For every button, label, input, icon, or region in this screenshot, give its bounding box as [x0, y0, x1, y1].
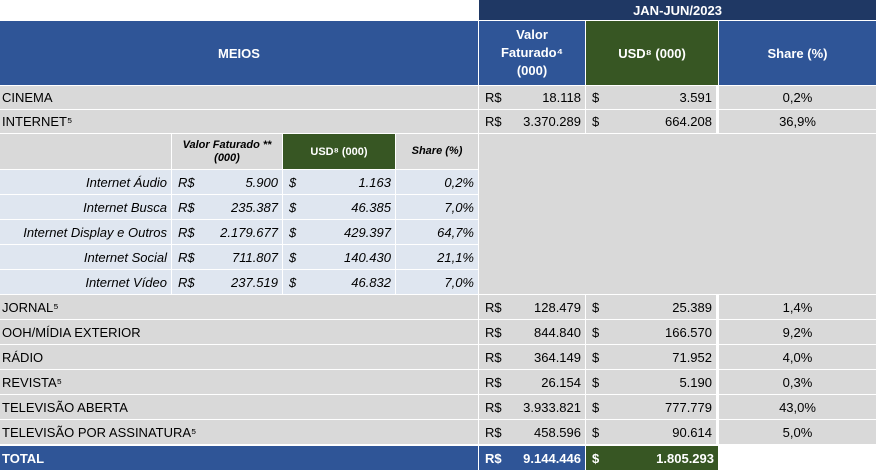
usd-value: 3.591 [616, 86, 716, 109]
brl-symbol: R$ [479, 345, 519, 369]
sub-valor-faturado: 237.519 [202, 270, 282, 294]
sub-header-blank [0, 134, 171, 169]
sub-valor-faturado: 711.807 [202, 245, 282, 269]
brl-symbol: R$ [479, 110, 519, 133]
usd-symbol: $ [586, 110, 616, 133]
usd-symbol: $ [586, 395, 616, 419]
usd-value: 90.614 [616, 420, 716, 444]
valor-header-line3: (000) [516, 63, 548, 78]
sub-valor-faturado: 5.900 [202, 170, 282, 194]
internet-sub-name: Internet Social [0, 245, 171, 269]
usd-symbol: $ [586, 420, 616, 444]
usd-value: 5.190 [616, 370, 716, 394]
sub-brl-symbol: R$ [172, 170, 202, 194]
brl-symbol: R$ [479, 370, 519, 394]
valor-faturado: 26.154 [519, 370, 585, 394]
media-name: OOH/MÍDIA EXTERIOR [0, 320, 478, 344]
brl-symbol: R$ [479, 86, 519, 109]
internet-sub-name: Internet Vídeo [0, 270, 171, 294]
sub-usd-symbol: $ [283, 270, 313, 294]
usd-symbol: $ [586, 320, 616, 344]
period-header: JAN-JUN/2023 [479, 0, 876, 20]
valor-faturado: 128.479 [519, 295, 585, 319]
usd-symbol: $ [586, 295, 616, 319]
media-name: JORNAL⁵ [0, 295, 478, 319]
usd-value: 166.570 [616, 320, 716, 344]
valor-faturado: 364.149 [519, 345, 585, 369]
sub-usd-symbol: $ [283, 170, 313, 194]
sub-brl-symbol: R$ [172, 220, 202, 244]
meios-header: MEIOS [0, 21, 478, 85]
share-value: 1,4% [719, 295, 876, 319]
valor-faturado-header: Valor Faturado⁴ (000) [479, 21, 585, 85]
brl-symbol: R$ [479, 295, 519, 319]
valor-header-line1: Valor [516, 27, 548, 42]
sub-usd-symbol: $ [283, 245, 313, 269]
brl-symbol: R$ [479, 420, 519, 444]
share-value: 43,0% [719, 395, 876, 419]
media-name: TELEVISÃO ABERTA [0, 395, 478, 419]
sub-share-value: 21,1% [396, 245, 478, 269]
sub-share-value: 7,0% [396, 270, 478, 294]
usd-symbol: $ [586, 370, 616, 394]
usd-value: 71.952 [616, 345, 716, 369]
sub-brl-symbol: R$ [172, 245, 202, 269]
valor-faturado: 18.118 [519, 86, 585, 109]
total-share-blank [719, 446, 876, 470]
internet-sub-name: Internet Áudio [0, 170, 171, 194]
media-name: RÁDIO [0, 345, 478, 369]
total-usd-value: 1.805.293 [616, 446, 718, 470]
sub-share-header: Share (%) [396, 134, 478, 169]
sub-share-value: 0,2% [396, 170, 478, 194]
valor-header-line2: Faturado⁴ [500, 45, 564, 60]
share-value: 36,9% [719, 110, 876, 133]
share-header: Share (%) [719, 21, 876, 85]
usd-symbol: $ [586, 345, 616, 369]
share-value: 0,2% [719, 86, 876, 109]
brl-symbol: R$ [479, 395, 519, 419]
internet-sub-name: Internet Busca [0, 195, 171, 219]
sub-usd-value: 1.163 [313, 170, 395, 194]
sub-usd-symbol: $ [283, 220, 313, 244]
sub-share-value: 64,7% [396, 220, 478, 244]
sub-usd-header: USD⁸ (000) [283, 134, 395, 169]
sub-usd-value: 140.430 [313, 245, 395, 269]
sub-usd-value: 46.385 [313, 195, 395, 219]
share-value: 9,2% [719, 320, 876, 344]
media-name: REVISTA⁵ [0, 370, 478, 394]
total-brl-symbol: R$ [479, 446, 515, 470]
share-value: 0,3% [719, 370, 876, 394]
sub-usd-value: 429.397 [313, 220, 395, 244]
sub-share-value: 7,0% [396, 195, 478, 219]
share-value: 5,0% [719, 420, 876, 444]
usd-symbol: $ [586, 86, 616, 109]
media-name: INTERNET⁵ [0, 110, 478, 133]
sub-valor-header: Valor Faturado ** (000) [172, 134, 282, 169]
sub-valor-faturado: 2.179.677 [202, 220, 282, 244]
brl-symbol: R$ [479, 320, 519, 344]
usd-value: 777.779 [616, 395, 716, 419]
usd-value: 664.208 [616, 110, 716, 133]
sub-valor-faturado: 235.387 [202, 195, 282, 219]
usd-header: USD⁸ (000) [586, 21, 718, 85]
share-value: 4,0% [719, 345, 876, 369]
usd-value: 25.389 [616, 295, 716, 319]
valor-faturado: 458.596 [519, 420, 585, 444]
total-label: TOTAL [0, 446, 478, 470]
total-valor-faturado: 9.144.446 [515, 446, 585, 470]
sub-usd-symbol: $ [283, 195, 313, 219]
total-usd-symbol: $ [586, 446, 616, 470]
media-name: TELEVISÃO POR ASSINATURA⁵ [0, 420, 478, 444]
valor-faturado: 844.840 [519, 320, 585, 344]
media-name: CINEMA [0, 86, 478, 109]
valor-faturado: 3.370.289 [519, 110, 585, 133]
sub-usd-value: 46.832 [313, 270, 395, 294]
blank-header-cell [0, 0, 479, 20]
sub-brl-symbol: R$ [172, 195, 202, 219]
internet-detail-filler [479, 134, 876, 294]
sub-brl-symbol: R$ [172, 270, 202, 294]
valor-faturado: 3.933.821 [519, 395, 585, 419]
internet-sub-name: Internet Display e Outros [0, 220, 171, 244]
